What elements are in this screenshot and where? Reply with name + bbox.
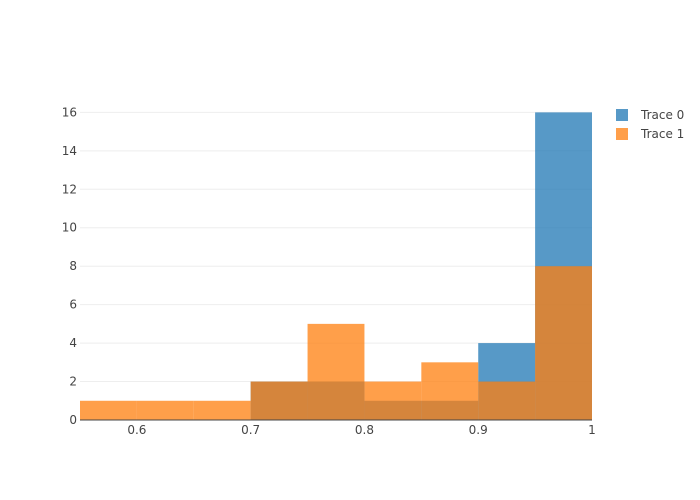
- histogram-bar-trace-1[interactable]: [193, 400, 251, 420]
- y-tick-label: 0: [69, 413, 77, 427]
- x-tick-label: 0.6: [127, 423, 146, 437]
- histogram-bar-trace-1[interactable]: [80, 400, 137, 420]
- histogram-bar-trace-1[interactable]: [421, 362, 479, 420]
- axes: 0 2 4 6 8 10 12 14 16 0.6 0.7 0.8 0.9 1: [62, 105, 596, 437]
- legend-item-trace-0[interactable]: Trace 0: [616, 108, 684, 122]
- y-tick-label: 10: [62, 221, 77, 235]
- y-tick-label: 12: [62, 182, 77, 196]
- y-tick-label: 8: [69, 259, 77, 273]
- gridlines: [80, 111, 592, 383]
- y-tick-label: 14: [62, 144, 77, 158]
- x-tick-label: 1: [588, 423, 596, 437]
- legend-label: Trace 1: [640, 127, 684, 141]
- histogram-bar-trace-1[interactable]: [478, 381, 536, 420]
- x-tick-label: 0.9: [469, 423, 488, 437]
- bars: [80, 112, 592, 420]
- histogram-bar-trace-1[interactable]: [535, 266, 592, 420]
- y-tick-label: 6: [69, 298, 77, 312]
- legend-label: Trace 0: [640, 108, 684, 122]
- histogram-bar-trace-1[interactable]: [307, 323, 365, 420]
- legend-swatch: [616, 128, 628, 140]
- legend-item-trace-1[interactable]: Trace 1: [616, 127, 684, 141]
- x-tick-label: 0.8: [355, 423, 374, 437]
- y-tick-label: 2: [69, 375, 77, 389]
- histogram-bar-trace-1[interactable]: [136, 400, 194, 420]
- x-tick-label: 0.7: [241, 423, 260, 437]
- histogram-bar-trace-1[interactable]: [364, 381, 422, 420]
- histogram-bar-trace-1[interactable]: [250, 381, 308, 420]
- y-tick-label: 4: [69, 336, 77, 350]
- legend[interactable]: Trace 0 Trace 1: [616, 108, 684, 141]
- y-tick-label: 16: [62, 105, 77, 119]
- legend-swatch: [616, 109, 628, 121]
